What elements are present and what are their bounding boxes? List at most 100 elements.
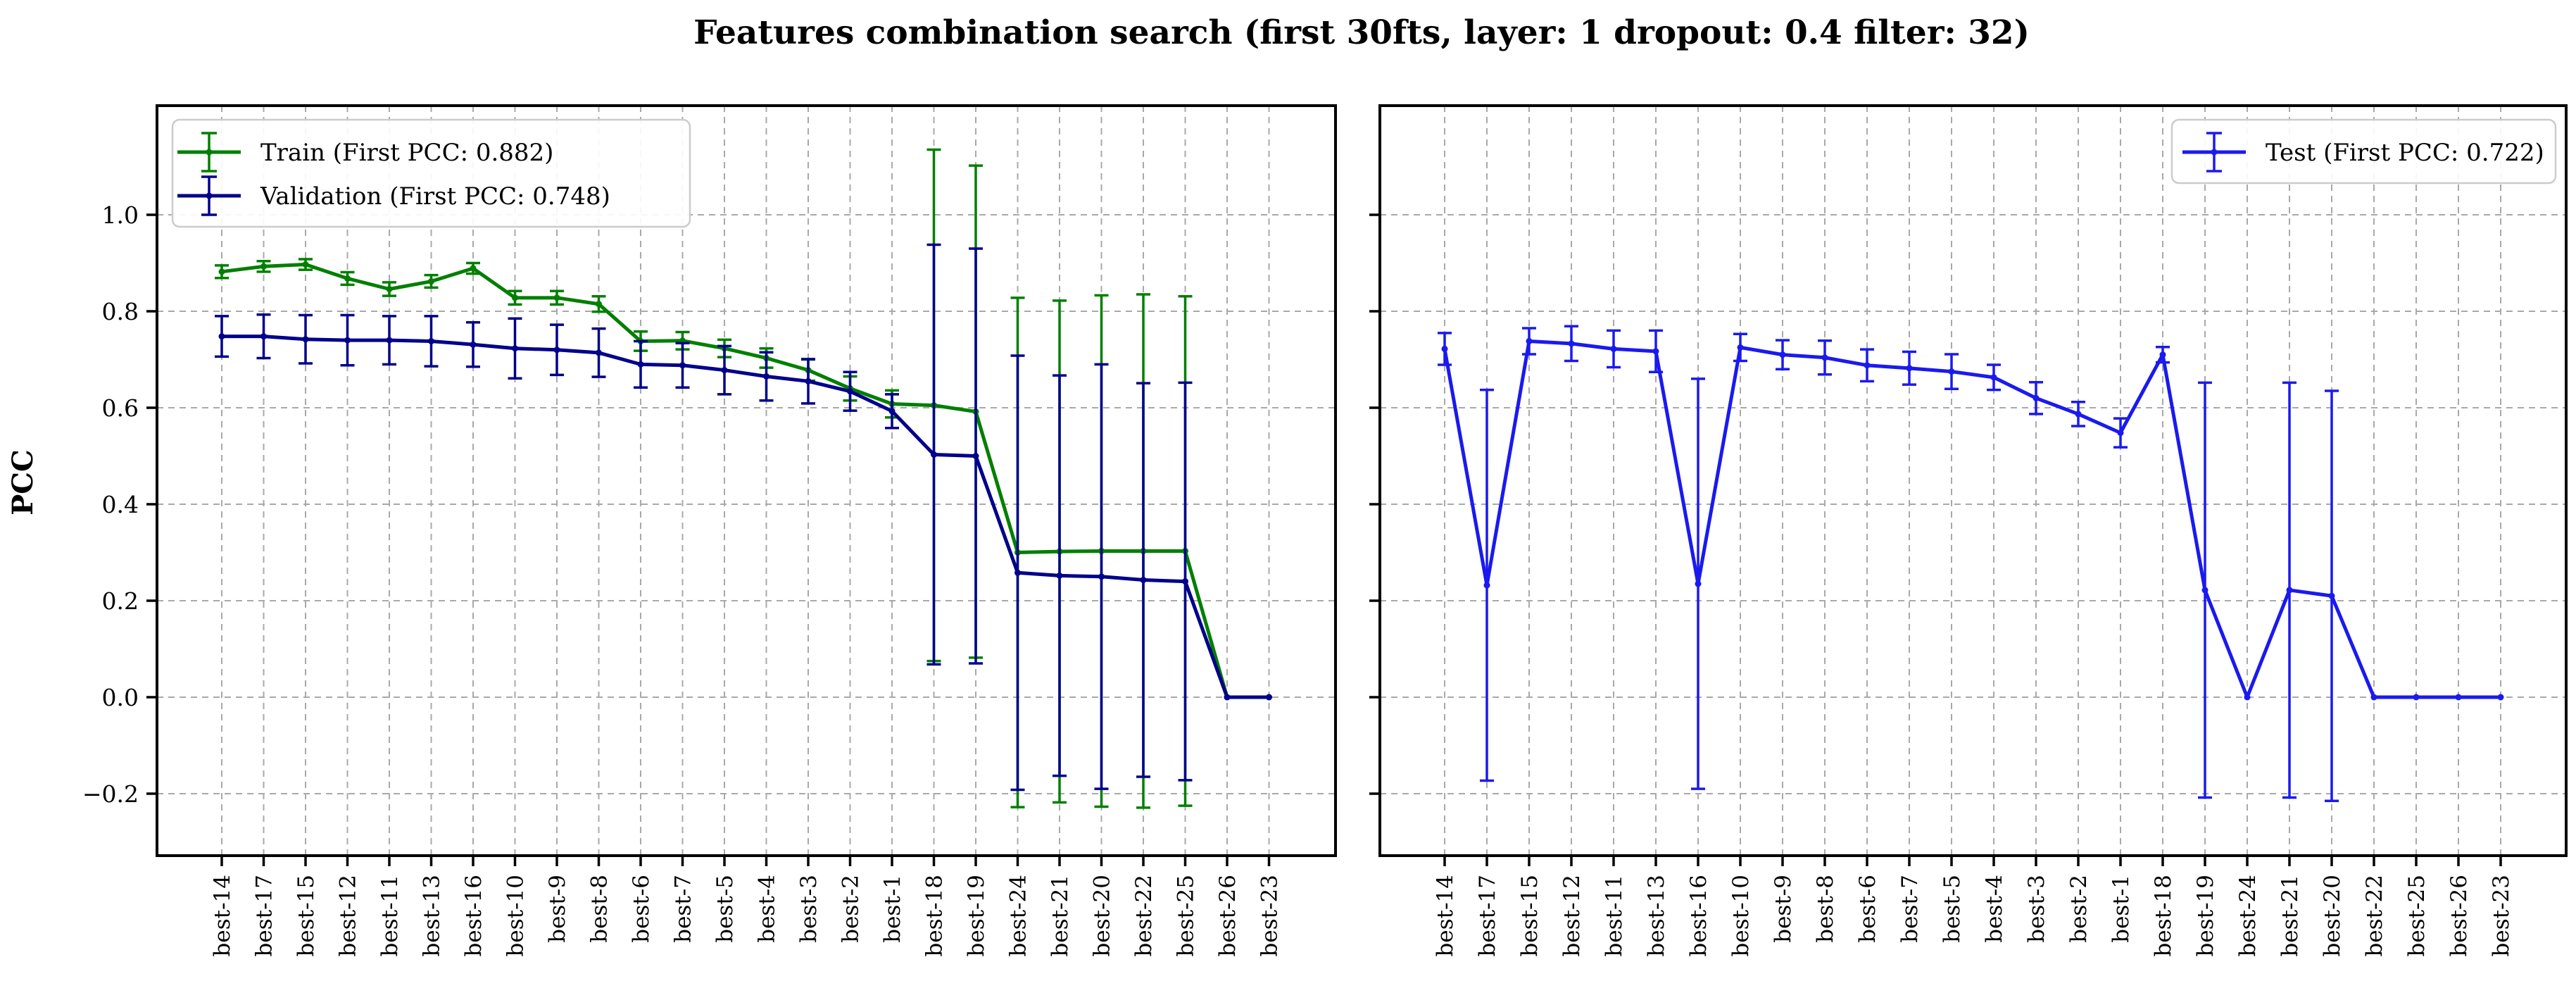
x-tick-label: best-9 xyxy=(545,875,570,943)
figure-title: Features combination search (first 30fts… xyxy=(693,13,2030,52)
x-tick-label: best-8 xyxy=(1813,875,1838,943)
data-line xyxy=(220,335,1271,699)
right-plot: best-14 best-17 best-15 best-12 best-11 best-… xyxy=(1369,104,2568,956)
x-tick-label: best-1 xyxy=(2109,875,2134,943)
data-point xyxy=(470,265,477,272)
legend-marker xyxy=(206,149,213,156)
x-tick-label: best-18 xyxy=(922,875,948,956)
x-tick-label: best-4 xyxy=(1982,875,2007,943)
legend-label: Test (First PCC: 0.722) xyxy=(2266,139,2544,167)
x-tick-label: best-12 xyxy=(1559,875,1585,956)
data-point xyxy=(344,275,351,282)
x-tick-label: best-11 xyxy=(377,875,403,956)
data-point xyxy=(1056,572,1063,579)
data-point xyxy=(386,337,393,344)
data-point xyxy=(2075,411,2082,418)
x-tick-label: best-6 xyxy=(629,875,654,943)
data-point xyxy=(1441,345,1448,352)
data-point xyxy=(1098,573,1105,580)
data-point xyxy=(596,349,602,356)
x-tick-label: best-5 xyxy=(712,875,738,943)
data-point xyxy=(1568,340,1575,347)
x-tick-label: best-13 xyxy=(420,875,445,956)
data-point xyxy=(1140,577,1147,584)
data-point xyxy=(2286,587,2293,594)
x-tick-label: best-21 xyxy=(1048,875,1073,956)
y-tick-label: −0.2 xyxy=(82,780,139,808)
data-point xyxy=(386,285,393,292)
x-tick-label: best-20 xyxy=(2320,875,2345,956)
y-tick-label: 0.8 xyxy=(102,298,139,325)
data-point xyxy=(553,346,560,354)
data-markers xyxy=(1441,337,2504,701)
x-tick-label: best-8 xyxy=(587,875,612,943)
legend: Train (First PCC: 0.882) Validation (Firs… xyxy=(171,118,691,228)
y-tick-label: 0.2 xyxy=(102,587,139,615)
x-tick-label: best-25 xyxy=(1174,875,1199,956)
x-tick-label: best-10 xyxy=(1728,875,1754,956)
y-tick-label: 0.4 xyxy=(102,491,139,518)
data-point xyxy=(2244,694,2251,701)
data-point xyxy=(2413,694,2420,701)
axis-ticks xyxy=(146,213,1271,866)
data-point xyxy=(344,337,351,344)
data-point xyxy=(1224,694,1231,701)
x-tick-label: best-12 xyxy=(336,875,361,956)
data-point xyxy=(512,294,518,301)
x-tick-label: best-22 xyxy=(1131,875,1157,956)
data-line xyxy=(220,263,1271,699)
legend-box xyxy=(2170,118,2557,185)
data-point xyxy=(1652,348,1659,355)
data-point xyxy=(2117,430,2124,437)
y-axis-label: PCC xyxy=(6,449,39,516)
data-point xyxy=(1779,351,1786,358)
x-tick-label: best-17 xyxy=(252,875,277,956)
series-validation xyxy=(215,243,1272,792)
data-point xyxy=(1948,368,1955,375)
errorbar-icon xyxy=(177,175,241,216)
data-point xyxy=(1182,578,1188,585)
x-tick-labels: best-14 best-17 best-15 best-12 best-11 best-… xyxy=(210,875,1283,956)
data-point xyxy=(2032,394,2040,401)
x-tick-label: best-24 xyxy=(1006,875,1031,956)
x-tick-label: best-18 xyxy=(2151,875,2176,956)
x-tick-label: best-3 xyxy=(796,875,822,943)
x-tick-label: best-17 xyxy=(1475,875,1500,956)
data-point xyxy=(1821,354,1828,361)
data-point xyxy=(218,268,225,275)
x-tick-label: best-16 xyxy=(461,875,486,956)
data-point xyxy=(512,345,518,352)
plot-frame xyxy=(156,104,1337,857)
x-tick-label: best-15 xyxy=(294,875,319,956)
x-tick-label: best-24 xyxy=(2235,875,2261,956)
legend: Test (First PCC: 0.722) xyxy=(2170,118,2557,185)
errorbar-icon xyxy=(2182,132,2246,173)
data-markers xyxy=(218,333,1272,701)
y-tick-labels: −0.2 0.0 0.2 0.4 0.6 0.8 1.0 xyxy=(82,201,139,808)
y-tick-label: 0.6 xyxy=(102,394,139,422)
x-tick-label: best-7 xyxy=(671,875,696,943)
data-line xyxy=(1443,339,2503,699)
data-point xyxy=(931,451,937,458)
data-point xyxy=(1695,580,1702,587)
legend-item: Train (First PCC: 0.882) xyxy=(177,132,553,173)
x-tick-label: best-19 xyxy=(964,875,989,956)
x-tick-label: best-10 xyxy=(503,875,529,956)
data-point xyxy=(1990,374,1997,381)
x-tick-label: best-3 xyxy=(2024,875,2049,943)
x-tick-label: best-14 xyxy=(1433,875,1458,956)
data-point xyxy=(1014,569,1021,576)
legend-item: Test (First PCC: 0.722) xyxy=(2182,132,2544,173)
data-point xyxy=(721,367,728,374)
x-tick-label: best-7 xyxy=(1897,875,1923,943)
x-tick-label: best-4 xyxy=(755,875,780,943)
x-tick-label: best-11 xyxy=(1602,875,1627,956)
x-tick-label: best-21 xyxy=(2277,875,2303,956)
x-tick-label: best-26 xyxy=(2446,875,2472,956)
data-point xyxy=(1610,345,1617,352)
plot-frame xyxy=(1378,104,2568,857)
errorbar-icon xyxy=(177,132,241,173)
x-tick-label: best-20 xyxy=(1090,875,1115,956)
